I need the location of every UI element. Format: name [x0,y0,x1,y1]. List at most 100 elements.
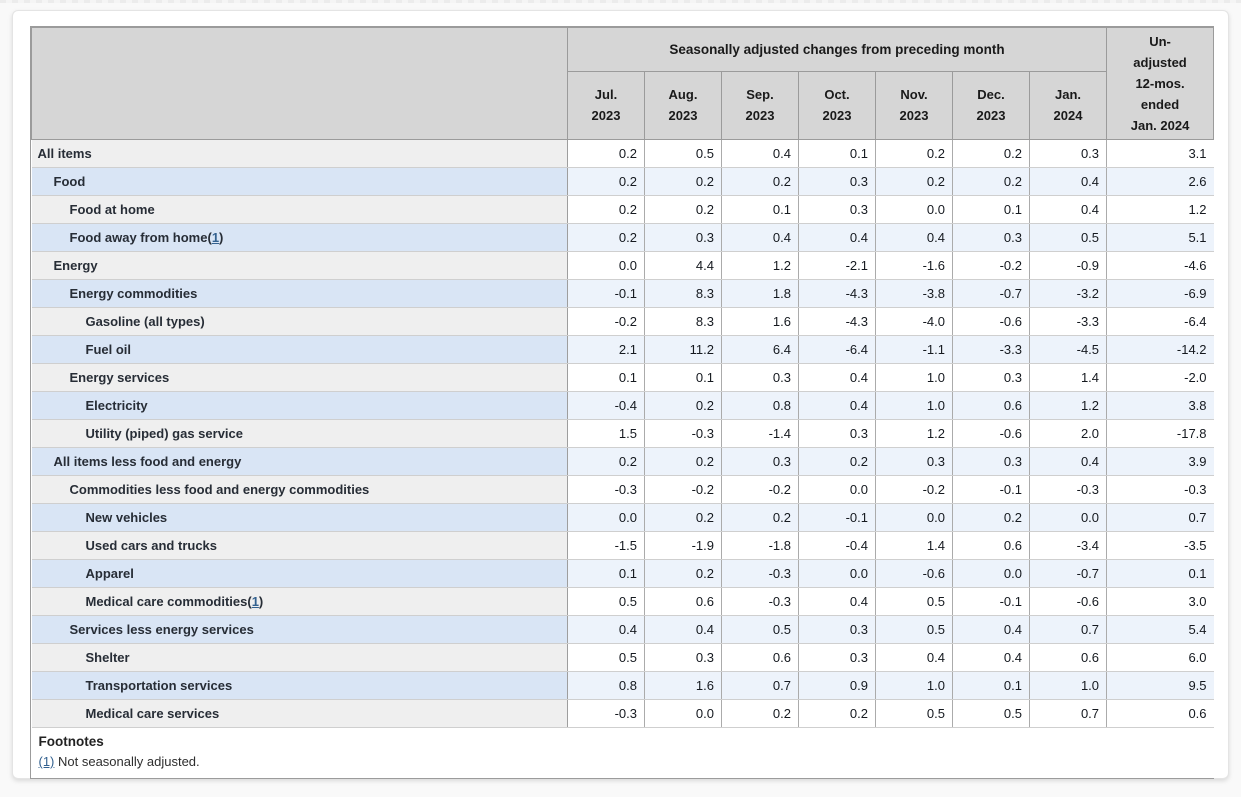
value-cell: 0.2 [798,699,876,728]
value-cell: 0.2 [875,139,953,168]
value-cell: 1.6 [644,671,722,700]
value-cell: -0.2 [875,475,953,504]
row-label: Gasoline (all types) [31,307,568,336]
value-cell: -0.6 [875,559,953,588]
value-cell: -0.9 [1028,251,1107,280]
footnotes-row: Footnotes (1) Not seasonally adjusted. [31,727,1214,778]
row-label: Shelter [31,643,568,672]
value-cell: -0.3 [1106,475,1214,504]
value-cell: 0.2 [644,447,722,476]
table-row: Electricity -0.4 0.2 0.8 0.4 1.0 0.6 1.2 3.8 [31,391,1214,420]
row-footnote-link[interactable]: 1 [211,230,220,245]
value-cell: 0.5 [567,587,645,616]
value-cell: 0.0 [798,475,876,504]
table-row: Energy commodities -0.1 8.3 1.8 -4.3 -3.8 -0.7… [31,279,1214,308]
row-label: Utility (piped) gas service [31,419,568,448]
row-footnote-link[interactable]: 1 [251,594,259,609]
value-cell: 1.2 [875,419,953,448]
value-cell: 0.3 [952,363,1030,392]
row-label: Electricity [31,391,568,420]
value-cell: 0.3 [644,643,722,672]
value-cell: 0.2 [721,699,799,728]
value-cell: 0.4 [798,391,876,420]
value-cell: 0.6 [1028,643,1107,672]
table-row: Food 0.2 0.2 0.2 0.3 0.2 0.2 0.4 2.6 [31,167,1214,196]
value-cell: -0.3 [721,559,799,588]
value-cell: 0.6 [1106,699,1214,728]
value-cell: 1.2 [1028,391,1107,420]
row-label: All items [31,139,568,168]
value-cell: 0.1 [644,363,722,392]
month-column-header-2: Aug. 2023 [644,71,722,140]
value-cell: 0.3 [875,447,953,476]
row-label: Apparel [31,559,568,588]
value-cell: -0.6 [1028,587,1107,616]
value-cell: 0.0 [644,699,722,728]
value-cell: 0.2 [567,139,645,168]
value-cell: 4.4 [644,251,722,280]
month-column-header-6: Dec. 2023 [952,71,1030,140]
month-column-header-5: Nov. 2023 [875,71,953,140]
value-cell: 0.1 [1106,559,1214,588]
value-cell: 1.8 [721,279,799,308]
value-cell: 1.6 [721,307,799,336]
value-cell: 0.4 [721,139,799,168]
value-cell: -0.3 [721,587,799,616]
value-cell: 0.1 [798,139,876,168]
value-cell: 0.2 [567,167,645,196]
value-cell: 9.5 [1106,671,1214,700]
value-cell: 0.5 [644,139,722,168]
value-cell: 0.2 [721,503,799,532]
table-row: Used cars and trucks -1.5 -1.9 -1.8 -0.4 1.4 0… [31,531,1214,560]
value-cell: 0.7 [721,671,799,700]
value-cell: 1.2 [1106,195,1214,224]
value-cell: 0.3 [1028,139,1107,168]
value-cell: 0.5 [875,615,953,644]
value-cell: 0.0 [952,559,1030,588]
row-label: Fuel oil [31,335,568,364]
value-cell: 0.8 [721,391,799,420]
value-cell: -14.2 [1106,335,1214,364]
footnote-marker-link[interactable]: (1) [38,754,55,769]
value-cell: 2.1 [567,335,645,364]
value-cell: 0.4 [798,587,876,616]
table-row: Food away from home(1) 0.2 0.3 0.4 0.4 0.4 0.3… [31,223,1214,252]
value-cell: 1.0 [875,671,953,700]
footnote-text: Not seasonally adjusted. [54,754,200,769]
value-cell: 0.4 [798,363,876,392]
value-cell: 0.4 [644,615,722,644]
value-cell: -3.5 [1106,531,1214,560]
value-cell: -4.5 [1028,335,1107,364]
value-cell: 11.2 [644,335,722,364]
value-cell: -1.9 [644,531,722,560]
value-cell: -2.0 [1106,363,1214,392]
value-cell: 0.2 [567,447,645,476]
row-label: Food at home [31,195,568,224]
value-cell: 0.3 [798,167,876,196]
table-row: Fuel oil 2.1 11.2 6.4 -6.4 -1.1 -3.3 -4.5 -14.2 [31,335,1214,364]
value-cell: 0.0 [875,503,953,532]
month-column-header-3: Sep. 2023 [721,71,799,140]
seasonally-adjusted-group-header: Seasonally adjusted changes from precedi… [566,27,1108,72]
value-cell: 0.2 [952,167,1030,196]
value-cell: 0.2 [798,447,876,476]
value-cell: 0.5 [952,699,1030,728]
value-cell: 0.4 [875,223,953,252]
value-cell: 0.1 [567,363,645,392]
value-cell: -0.3 [644,419,722,448]
value-cell: 2.6 [1106,167,1214,196]
row-label: Medical care commodities(1) [31,587,568,616]
table-row: All items 0.2 0.5 0.4 0.1 0.2 0.2 0.3 3.1 [31,139,1214,168]
value-cell: 1.4 [1028,363,1107,392]
row-label: New vehicles [31,503,568,532]
value-cell: -0.3 [567,699,645,728]
value-cell: -0.3 [1028,475,1107,504]
value-cell: 0.2 [721,167,799,196]
value-cell: 0.6 [952,531,1030,560]
value-cell: 0.0 [567,503,645,532]
month-column-header-1: Jul. 2023 [567,71,645,140]
row-label: Services less energy services [31,615,568,644]
table-row: Energy 0.0 4.4 1.2 -2.1 -1.6 -0.2 -0.9 -4.6 [31,251,1214,280]
row-label: Energy [31,251,568,280]
table-row: Transportation services 0.8 1.6 0.7 0.9 1.0 0.… [31,671,1214,700]
